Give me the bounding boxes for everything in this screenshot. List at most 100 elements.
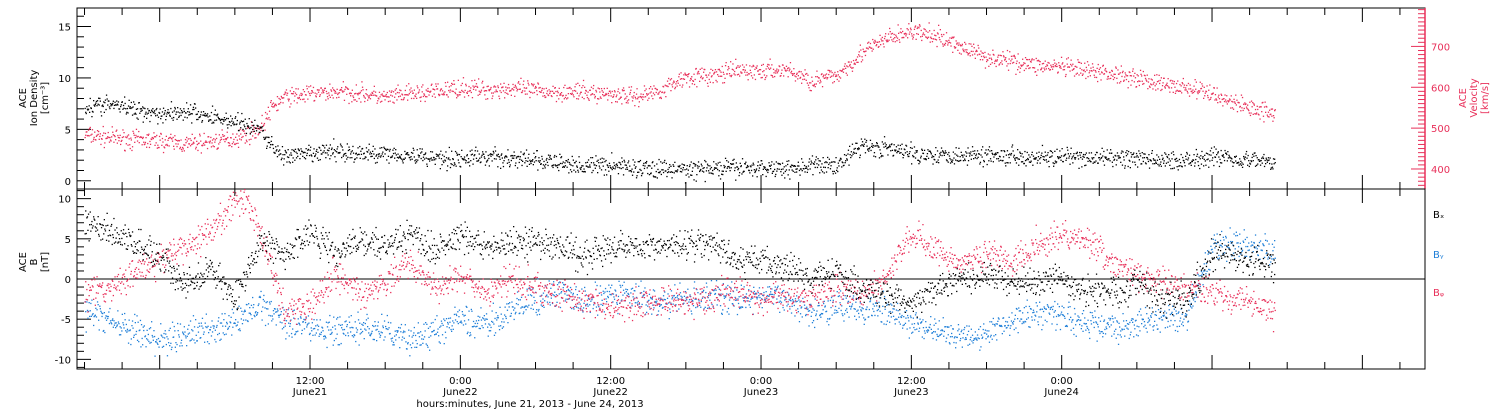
velocity-series-point [255, 133, 256, 134]
velocity-series-point [698, 71, 699, 72]
field-series-1-point [212, 331, 213, 332]
velocity-series-point [672, 86, 673, 87]
density-series-point [1227, 160, 1228, 161]
velocity-series-point [802, 73, 803, 74]
field-series-1-point [146, 338, 147, 339]
velocity-series-point [691, 76, 692, 77]
velocity-series-point [422, 84, 423, 85]
density-series-point [812, 174, 813, 175]
velocity-series-point [890, 37, 891, 38]
velocity-series-point [468, 86, 469, 87]
density-series-point [160, 118, 161, 119]
field-series-1-point [310, 340, 311, 341]
density-series-point [1099, 157, 1100, 158]
density-series-point [828, 167, 829, 168]
velocity-series-point [976, 51, 977, 52]
density-series-point [356, 153, 357, 154]
velocity-series-point [475, 86, 476, 87]
velocity-series-point [546, 93, 547, 94]
velocity-series-point [624, 98, 625, 99]
density-series-point [679, 166, 680, 167]
density-series-point [987, 153, 988, 154]
velocity-series-point [963, 51, 964, 52]
velocity-series-point [218, 143, 219, 144]
density-series-point [297, 153, 298, 154]
density-series-point [912, 148, 913, 149]
velocity-series-point [1115, 74, 1116, 75]
velocity-series-point [1200, 82, 1201, 83]
density-series-point [816, 163, 817, 164]
density-series-point [100, 101, 101, 102]
velocity-series-point [1096, 77, 1097, 78]
density-series-point [822, 171, 823, 172]
velocity-series-point [337, 94, 338, 95]
velocity-series-point [158, 147, 159, 148]
velocity-series-point [856, 59, 857, 60]
velocity-series-point [1154, 75, 1155, 76]
density-series-point [731, 167, 732, 168]
field-series-1-point [227, 323, 228, 324]
density-series-point [780, 171, 781, 172]
density-series-point [1112, 166, 1113, 167]
velocity-series-point [527, 80, 528, 81]
velocity-series-point [1188, 88, 1189, 89]
velocity-series-point [720, 72, 721, 73]
field-series-1-point [315, 334, 316, 335]
density-series-point [643, 165, 644, 166]
velocity-series-point [465, 84, 466, 85]
field-series-1-point [372, 331, 373, 332]
density-series-point [376, 154, 377, 155]
field-series-1-point [312, 335, 313, 336]
density-series-point [1186, 152, 1187, 153]
velocity-series-point [706, 77, 707, 78]
density-series-point [231, 125, 232, 126]
density-series-point [1137, 155, 1138, 156]
velocity-axis-label-line: [km/s] [1480, 82, 1491, 114]
velocity-series-point [163, 152, 164, 153]
velocity-series-point [1180, 91, 1181, 92]
density-series-point [708, 165, 709, 166]
density-series-point [193, 107, 194, 108]
field-series-1-point [384, 320, 385, 321]
velocity-series-point [955, 47, 956, 48]
velocity-series-point [548, 95, 549, 96]
velocity-series-point [231, 137, 232, 138]
density-series-point [845, 160, 846, 161]
field-series-1-point [436, 315, 437, 316]
field-series-1-point [446, 326, 447, 327]
velocity-series-point [359, 98, 360, 99]
velocity-series-point [503, 90, 504, 91]
velocity-series-point [1009, 51, 1010, 52]
velocity-series-point [1198, 90, 1199, 91]
density-series-point [1148, 161, 1149, 162]
density-series-point [545, 164, 546, 165]
velocity-series-point [1085, 78, 1086, 79]
velocity-series-point [134, 135, 135, 136]
velocity-series-point [1264, 106, 1265, 107]
density-series-point [1263, 154, 1264, 155]
density-series-point [697, 165, 698, 166]
velocity-series-point [400, 96, 401, 97]
velocity-series-point [809, 82, 810, 83]
density-series-point [1044, 160, 1045, 161]
density-series-point [126, 112, 127, 113]
density-series-point [1027, 152, 1028, 153]
density-series-point [422, 148, 423, 149]
density-series-point [1253, 160, 1254, 161]
density-series-point [991, 161, 992, 162]
density-series-point [174, 107, 175, 108]
field-series-1-point [416, 347, 417, 348]
density-series-point [346, 158, 347, 159]
velocity-series-point [582, 97, 583, 98]
field-series-1-point [445, 337, 446, 338]
field-series-1-point [272, 318, 273, 319]
density-series-point [1109, 153, 1110, 154]
velocity-series-point [723, 74, 724, 75]
velocity-series-point [634, 105, 635, 106]
velocity-series-point [807, 83, 808, 84]
density-series-point [320, 150, 321, 151]
field-series-1-point [415, 335, 416, 336]
density-series-point [136, 117, 137, 118]
density-series-point [1058, 158, 1059, 159]
velocity-series-point [1048, 68, 1049, 69]
